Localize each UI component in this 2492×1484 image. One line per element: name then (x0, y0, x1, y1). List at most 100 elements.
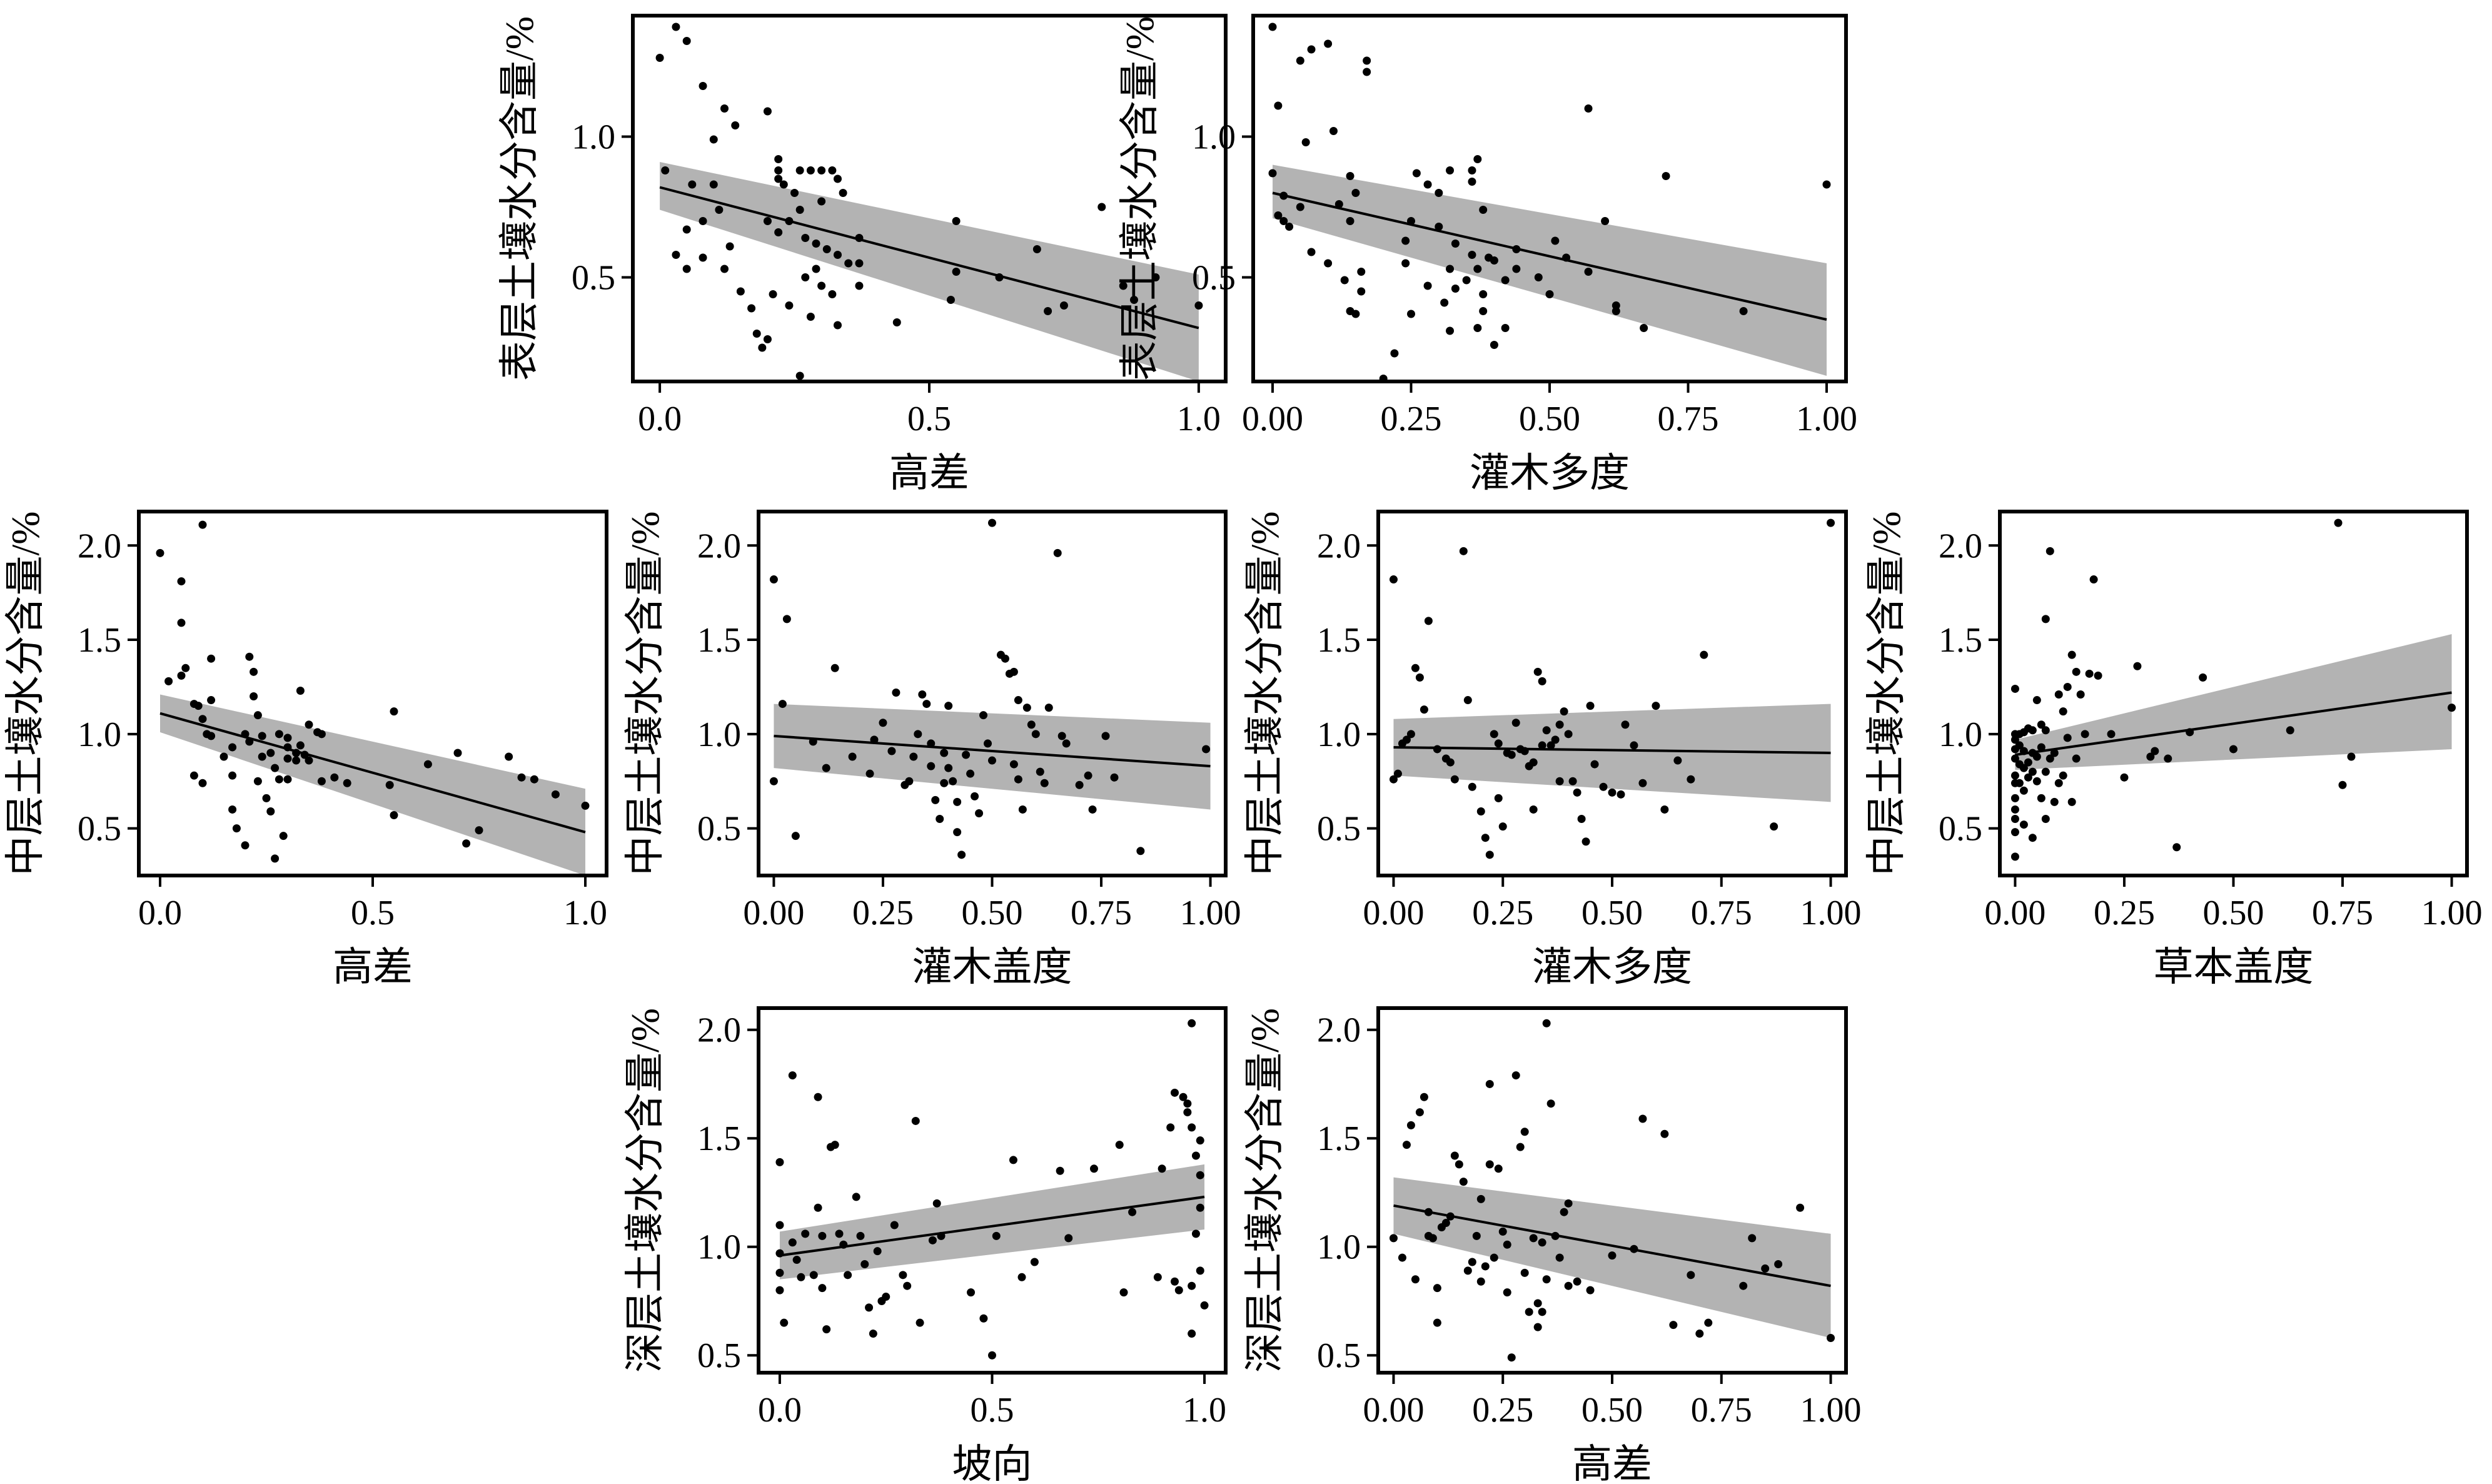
data-point (1027, 720, 1036, 729)
data-point (2010, 735, 2019, 744)
data-point (1479, 290, 1488, 298)
data-point (818, 1231, 827, 1240)
data-point (305, 720, 313, 729)
data-point (1450, 1151, 1459, 1160)
y-tick-label: 0.5 (1192, 259, 1236, 298)
data-point (1564, 1281, 1573, 1290)
data-point (1662, 172, 1670, 180)
data-point (1389, 775, 1398, 784)
data-point (1441, 1219, 1450, 1228)
data-point (2164, 754, 2172, 763)
data-point (1196, 1266, 1204, 1275)
x-tick-label: 0.25 (2094, 894, 2155, 932)
data-point (855, 281, 864, 290)
data-point (833, 251, 842, 259)
data-point (2063, 734, 2072, 742)
plot-area (775, 1019, 1209, 1360)
data-point (219, 752, 228, 761)
data-point (931, 795, 940, 804)
data-point (848, 752, 857, 761)
data-point (795, 206, 804, 214)
x-tick-label: 1.0 (563, 894, 607, 932)
data-point (1420, 1093, 1428, 1101)
data-point (1450, 775, 1459, 784)
data-point (2076, 690, 2085, 699)
data-point (181, 664, 190, 672)
data-point (971, 792, 979, 800)
data-point (390, 707, 398, 716)
data-point (774, 174, 783, 183)
data-point (1479, 206, 1488, 214)
data-point (330, 773, 339, 782)
data-point (530, 775, 538, 784)
data-point (1542, 726, 1551, 735)
data-point (1473, 324, 1482, 332)
data-point (1351, 310, 1360, 318)
data-point (975, 809, 984, 817)
data-point (1420, 705, 1428, 714)
data-point (785, 301, 794, 310)
x-tick-label: 0.0 (758, 1391, 802, 1430)
data-point (763, 107, 772, 116)
data-point (952, 217, 961, 225)
data-point (2072, 667, 2081, 676)
data-point (1599, 782, 1608, 791)
data-point (1555, 777, 1564, 785)
data-point (769, 290, 777, 298)
data-point (736, 287, 745, 296)
data-point (1153, 1273, 1162, 1281)
data-point (253, 711, 262, 720)
y-tick-label: 1.0 (697, 1228, 741, 1267)
data-point (1032, 245, 1041, 253)
data-point (453, 749, 462, 757)
data-point (1459, 547, 1468, 555)
data-point (780, 1318, 789, 1327)
data-point (2037, 720, 2046, 729)
data-point (844, 1271, 852, 1280)
data-point (1608, 788, 1617, 797)
data-point (2286, 726, 2294, 735)
data-point (830, 664, 839, 672)
data-point (817, 166, 826, 174)
data-point (2019, 764, 2028, 772)
data-point (809, 1271, 818, 1280)
data-point (1608, 1251, 1617, 1260)
data-point (801, 1229, 810, 1238)
data-point (2019, 820, 2028, 829)
data-point (1307, 248, 1316, 256)
data-point (1424, 1208, 1433, 1216)
data-point (855, 259, 864, 268)
data-point (2133, 662, 2142, 670)
data-point (1030, 1258, 1039, 1266)
data-point (806, 166, 815, 174)
data-point (1406, 730, 1415, 739)
confidence-band (779, 1164, 1205, 1280)
x-tick-label: 0.50 (962, 894, 1023, 932)
data-point (1546, 1099, 1555, 1108)
data-point (1529, 758, 1538, 767)
data-point (1468, 251, 1476, 259)
y-tick-label: 1.0 (572, 118, 615, 157)
data-point (1059, 301, 1068, 310)
x-axis-label: 坡向 (952, 1442, 1032, 1484)
data-point (806, 313, 815, 321)
data-point (1009, 667, 1018, 676)
x-tick-label: 0.75 (1691, 1391, 1752, 1430)
data-point (296, 741, 305, 750)
y-tick-label: 0.5 (1317, 810, 1361, 849)
data-point (1324, 39, 1333, 48)
data-point (1053, 548, 1062, 557)
data-point (682, 265, 691, 273)
regression-line (1393, 1204, 1831, 1288)
data-point (207, 696, 216, 705)
panel-3: 0.0 0.5 1.0 0.5 1.0 1.5 2.0 高差 中层土壤水分含量/% (3, 510, 608, 989)
data-point (785, 217, 794, 225)
data-point (682, 37, 691, 45)
data-point (228, 743, 237, 752)
data-point (1183, 1099, 1192, 1108)
data-point (1424, 617, 1433, 625)
data-point (2172, 843, 2181, 852)
data-point (984, 739, 992, 748)
data-point (1520, 747, 1529, 755)
data-point (769, 777, 778, 785)
